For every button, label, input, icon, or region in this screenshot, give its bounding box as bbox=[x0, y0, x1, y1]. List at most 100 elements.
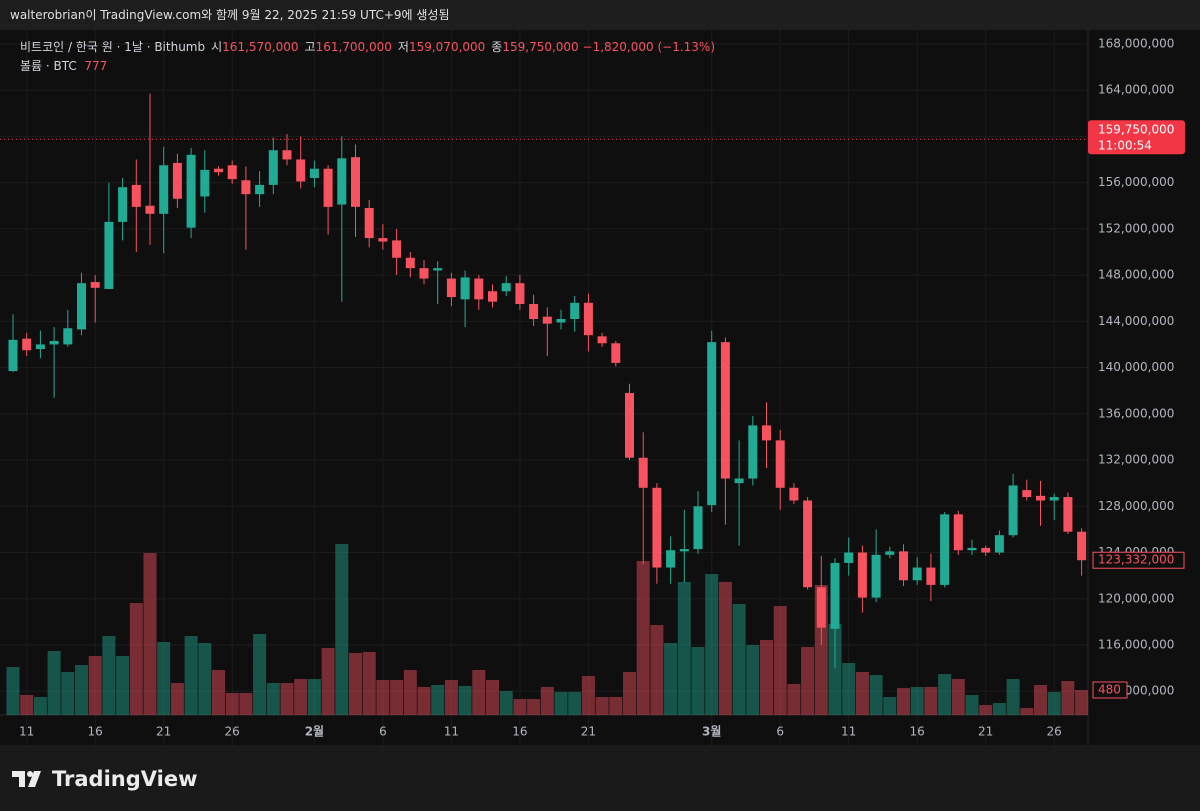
volume-bar bbox=[760, 639, 773, 715]
volume-box bbox=[1092, 681, 1128, 699]
volume-bar bbox=[1020, 708, 1034, 715]
candle-body bbox=[337, 158, 347, 205]
volume-bar bbox=[61, 671, 75, 715]
volume-bar bbox=[623, 671, 636, 715]
volume-bar bbox=[1047, 691, 1061, 715]
legend-field-value: 161,700,000 bbox=[315, 40, 392, 54]
x-tick-label: 21 bbox=[978, 725, 993, 739]
candle-body bbox=[501, 283, 511, 292]
volume-bar bbox=[184, 635, 198, 715]
candle-body bbox=[1077, 531, 1087, 561]
x-tick-label: 21 bbox=[156, 725, 171, 739]
candle-body bbox=[1036, 495, 1045, 501]
candle-body bbox=[131, 184, 141, 207]
volume-bar bbox=[595, 696, 609, 715]
candle-body bbox=[90, 282, 100, 288]
candle-body bbox=[762, 425, 771, 441]
volume-bar bbox=[198, 643, 212, 715]
y-tick-label: 128,000,000 bbox=[1098, 499, 1174, 513]
candle-body bbox=[419, 268, 429, 279]
y-tick-label: 156,000,000 bbox=[1098, 175, 1174, 189]
volume-bar bbox=[746, 644, 760, 715]
volume-bar bbox=[705, 574, 719, 715]
volume-bar bbox=[897, 688, 910, 715]
candle-body bbox=[1049, 497, 1059, 501]
volume-bar bbox=[732, 604, 746, 715]
volume-bar bbox=[458, 685, 472, 715]
volume-bar bbox=[212, 669, 225, 715]
volume-bar bbox=[6, 666, 20, 715]
volume-bar bbox=[33, 696, 47, 715]
candle-body bbox=[556, 319, 566, 323]
volume-bar bbox=[266, 683, 280, 715]
candle-body bbox=[145, 205, 155, 214]
candle-body bbox=[118, 187, 128, 222]
candle-body bbox=[104, 221, 114, 289]
chart: 112,000,000116,000,000120,000,000124,000… bbox=[0, 30, 1200, 745]
y-tick-label: 148,000,000 bbox=[1098, 268, 1174, 282]
candle-body bbox=[296, 159, 306, 182]
y-tick-label: 168,000,000 bbox=[1098, 36, 1174, 50]
volume-value: 777 bbox=[84, 59, 108, 73]
candle-body bbox=[542, 316, 552, 324]
volume-bar bbox=[431, 684, 445, 715]
volume-bar bbox=[253, 634, 267, 715]
candle-body bbox=[460, 277, 470, 300]
volume-bar bbox=[636, 560, 650, 715]
candle-body bbox=[488, 291, 497, 302]
candle-body bbox=[994, 535, 1004, 553]
candle-body bbox=[35, 344, 45, 350]
volume-bar bbox=[664, 643, 678, 715]
x-tick-label: 11 bbox=[19, 725, 34, 739]
candle-body bbox=[666, 550, 676, 568]
volume-bar bbox=[129, 603, 143, 715]
candle-body bbox=[789, 487, 799, 501]
volume-bar bbox=[691, 646, 705, 715]
volume-bar bbox=[513, 699, 527, 715]
y-tick-label: 164,000,000 bbox=[1098, 83, 1174, 97]
volume-bar bbox=[951, 679, 965, 715]
candle-body bbox=[899, 551, 908, 581]
candle-body bbox=[405, 257, 415, 269]
volume-bar bbox=[20, 694, 34, 715]
candle-body bbox=[707, 342, 717, 506]
volume-bar bbox=[677, 581, 691, 715]
volume-bar bbox=[88, 655, 102, 715]
candle-body bbox=[1063, 497, 1073, 532]
header: walterobrian이 TradingView.com와 함께 9월 22,… bbox=[0, 0, 1200, 30]
candle-body bbox=[638, 457, 648, 488]
last-price-label: 159,750,000 bbox=[1098, 123, 1174, 137]
candle-body bbox=[378, 238, 388, 242]
volume-bar bbox=[376, 679, 390, 715]
candle-body bbox=[241, 180, 251, 195]
volume-bar bbox=[403, 669, 417, 715]
volume-bar bbox=[992, 703, 1006, 715]
x-tick-label: 11 bbox=[444, 725, 459, 739]
change: −1,820,000 (−1.13%) bbox=[582, 40, 715, 54]
candle-body bbox=[255, 184, 265, 195]
volume-bar bbox=[390, 679, 404, 715]
volume-bar bbox=[650, 624, 664, 715]
x-tick-label: 6 bbox=[379, 725, 387, 739]
volume-bar bbox=[157, 641, 171, 715]
volume-bar bbox=[349, 653, 362, 715]
candle-body bbox=[816, 587, 826, 628]
candle-body bbox=[214, 168, 223, 173]
volume-bar bbox=[554, 691, 568, 715]
candle-body bbox=[172, 162, 182, 199]
x-tick-label: 16 bbox=[910, 725, 925, 739]
volume-bar bbox=[718, 581, 732, 715]
candle-body bbox=[926, 567, 936, 585]
candle-body bbox=[830, 562, 840, 629]
candle-body bbox=[748, 425, 758, 479]
volume-bar bbox=[486, 679, 499, 715]
logo bbox=[12, 771, 41, 787]
candle-body bbox=[282, 150, 292, 160]
countdown: 11:00:54 bbox=[1098, 139, 1152, 153]
candle-body bbox=[720, 342, 730, 479]
y-tick-label: 120,000,000 bbox=[1098, 591, 1174, 605]
volume-bar bbox=[143, 553, 157, 715]
volume-bar bbox=[527, 699, 541, 715]
x-tick-label: 26 bbox=[225, 725, 240, 739]
volume-bar bbox=[362, 651, 376, 715]
